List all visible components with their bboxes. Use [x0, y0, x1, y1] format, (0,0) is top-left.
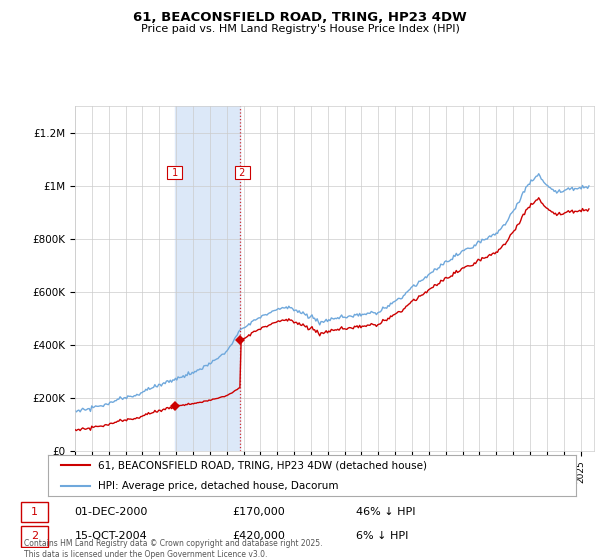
Text: 01-DEC-2000: 01-DEC-2000 [74, 507, 148, 517]
Bar [175, 106, 240, 451]
Text: 2: 2 [31, 531, 38, 541]
Text: 1: 1 [31, 507, 38, 517]
Text: Contains HM Land Registry data © Crown copyright and database right 2025.
This d: Contains HM Land Registry data © Crown c… [24, 539, 323, 559]
FancyBboxPatch shape [21, 526, 48, 547]
Text: 61, BEACONSFIELD ROAD, TRING, HP23 4DW (detached house): 61, BEACONSFIELD ROAD, TRING, HP23 4DW (… [98, 460, 427, 470]
Text: HPI: Average price, detached house, Dacorum: HPI: Average price, detached house, Daco… [98, 480, 338, 491]
Text: 1: 1 [169, 167, 181, 178]
Text: 61, BEACONSFIELD ROAD, TRING, HP23 4DW: 61, BEACONSFIELD ROAD, TRING, HP23 4DW [133, 11, 467, 24]
Text: 15-OCT-2004: 15-OCT-2004 [74, 531, 147, 541]
Text: Price paid vs. HM Land Registry's House Price Index (HPI): Price paid vs. HM Land Registry's House … [140, 24, 460, 34]
Text: £420,000: £420,000 [232, 531, 285, 541]
Text: £170,000: £170,000 [232, 507, 285, 517]
Text: 2: 2 [236, 167, 249, 178]
Text: 6% ↓ HPI: 6% ↓ HPI [356, 531, 409, 541]
Text: 46% ↓ HPI: 46% ↓ HPI [356, 507, 416, 517]
FancyBboxPatch shape [21, 502, 48, 522]
